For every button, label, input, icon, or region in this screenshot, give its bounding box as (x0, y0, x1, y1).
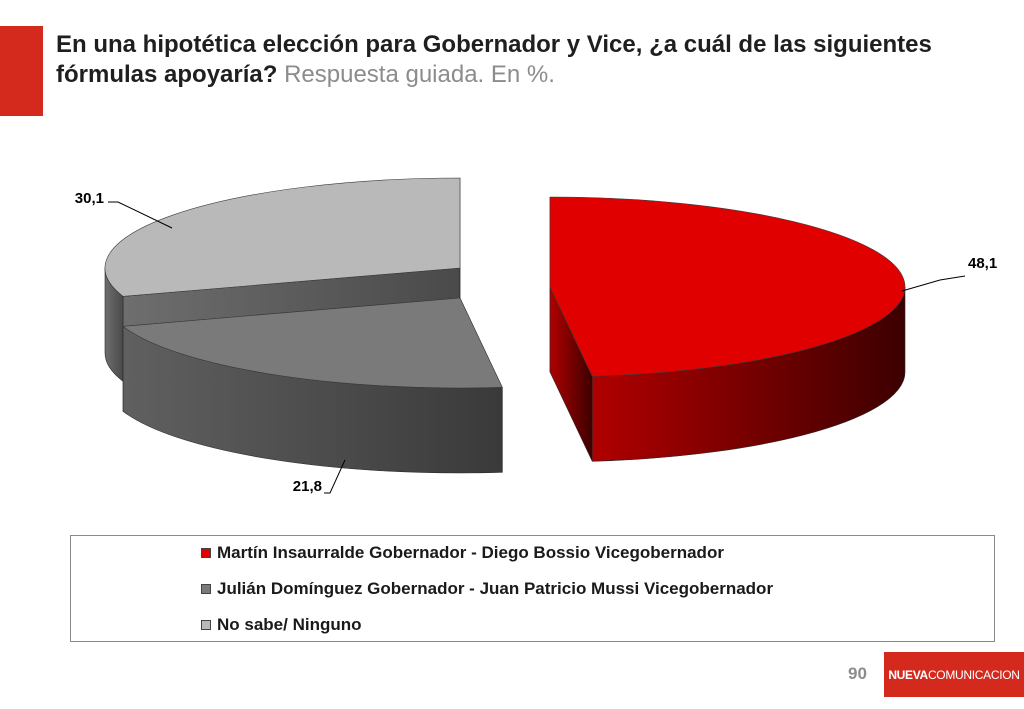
title-text: En una hipotética elección para Gobernad… (56, 31, 932, 88)
leader-line (108, 201, 173, 229)
title-subtitle: Respuesta guiada. En %. (284, 61, 555, 88)
legend-item-dominguez: Julián Domínguez Gobernador - Juan Patri… (201, 578, 773, 600)
data-label: 48,1 (968, 255, 997, 272)
legend-label: Julián Domínguez Gobernador - Juan Patri… (217, 579, 774, 598)
brand-suffix: COMUNICACION (927, 667, 1020, 682)
legend-label: No sabe/ Ninguno (217, 615, 362, 634)
legend-swatch-dark-gray (201, 584, 211, 594)
brand-logo: NUEVA COMUNICACION (884, 652, 1024, 697)
pie-slice-top (549, 196, 906, 377)
accent-bar (0, 26, 43, 116)
data-label: 21,8 (293, 478, 322, 495)
leader-line (901, 275, 966, 292)
page-title: En una hipotética elección para Gobernad… (56, 30, 1016, 90)
legend-label: Martín Insaurralde Gobernador - Diego Bo… (217, 543, 724, 562)
legend-swatch-light-gray (201, 620, 211, 630)
pie-slice (122, 297, 503, 474)
leader-line (324, 459, 346, 494)
pie-slice (549, 196, 906, 462)
legend-item-no-sabe: No sabe/ Ninguno (201, 614, 362, 636)
pie-slice-top (104, 177, 461, 297)
legend-item-insaurralde: Martín Insaurralde Gobernador - Diego Bo… (201, 542, 724, 564)
legend-swatch-red (201, 548, 211, 558)
data-label: 30,1 (75, 190, 104, 207)
pie-slice-top (122, 297, 503, 389)
brand-prefix: NUEVA (888, 667, 928, 682)
chart-legend: Martín Insaurralde Gobernador - Diego Bo… (70, 535, 995, 642)
page-number: 90 (848, 664, 867, 683)
